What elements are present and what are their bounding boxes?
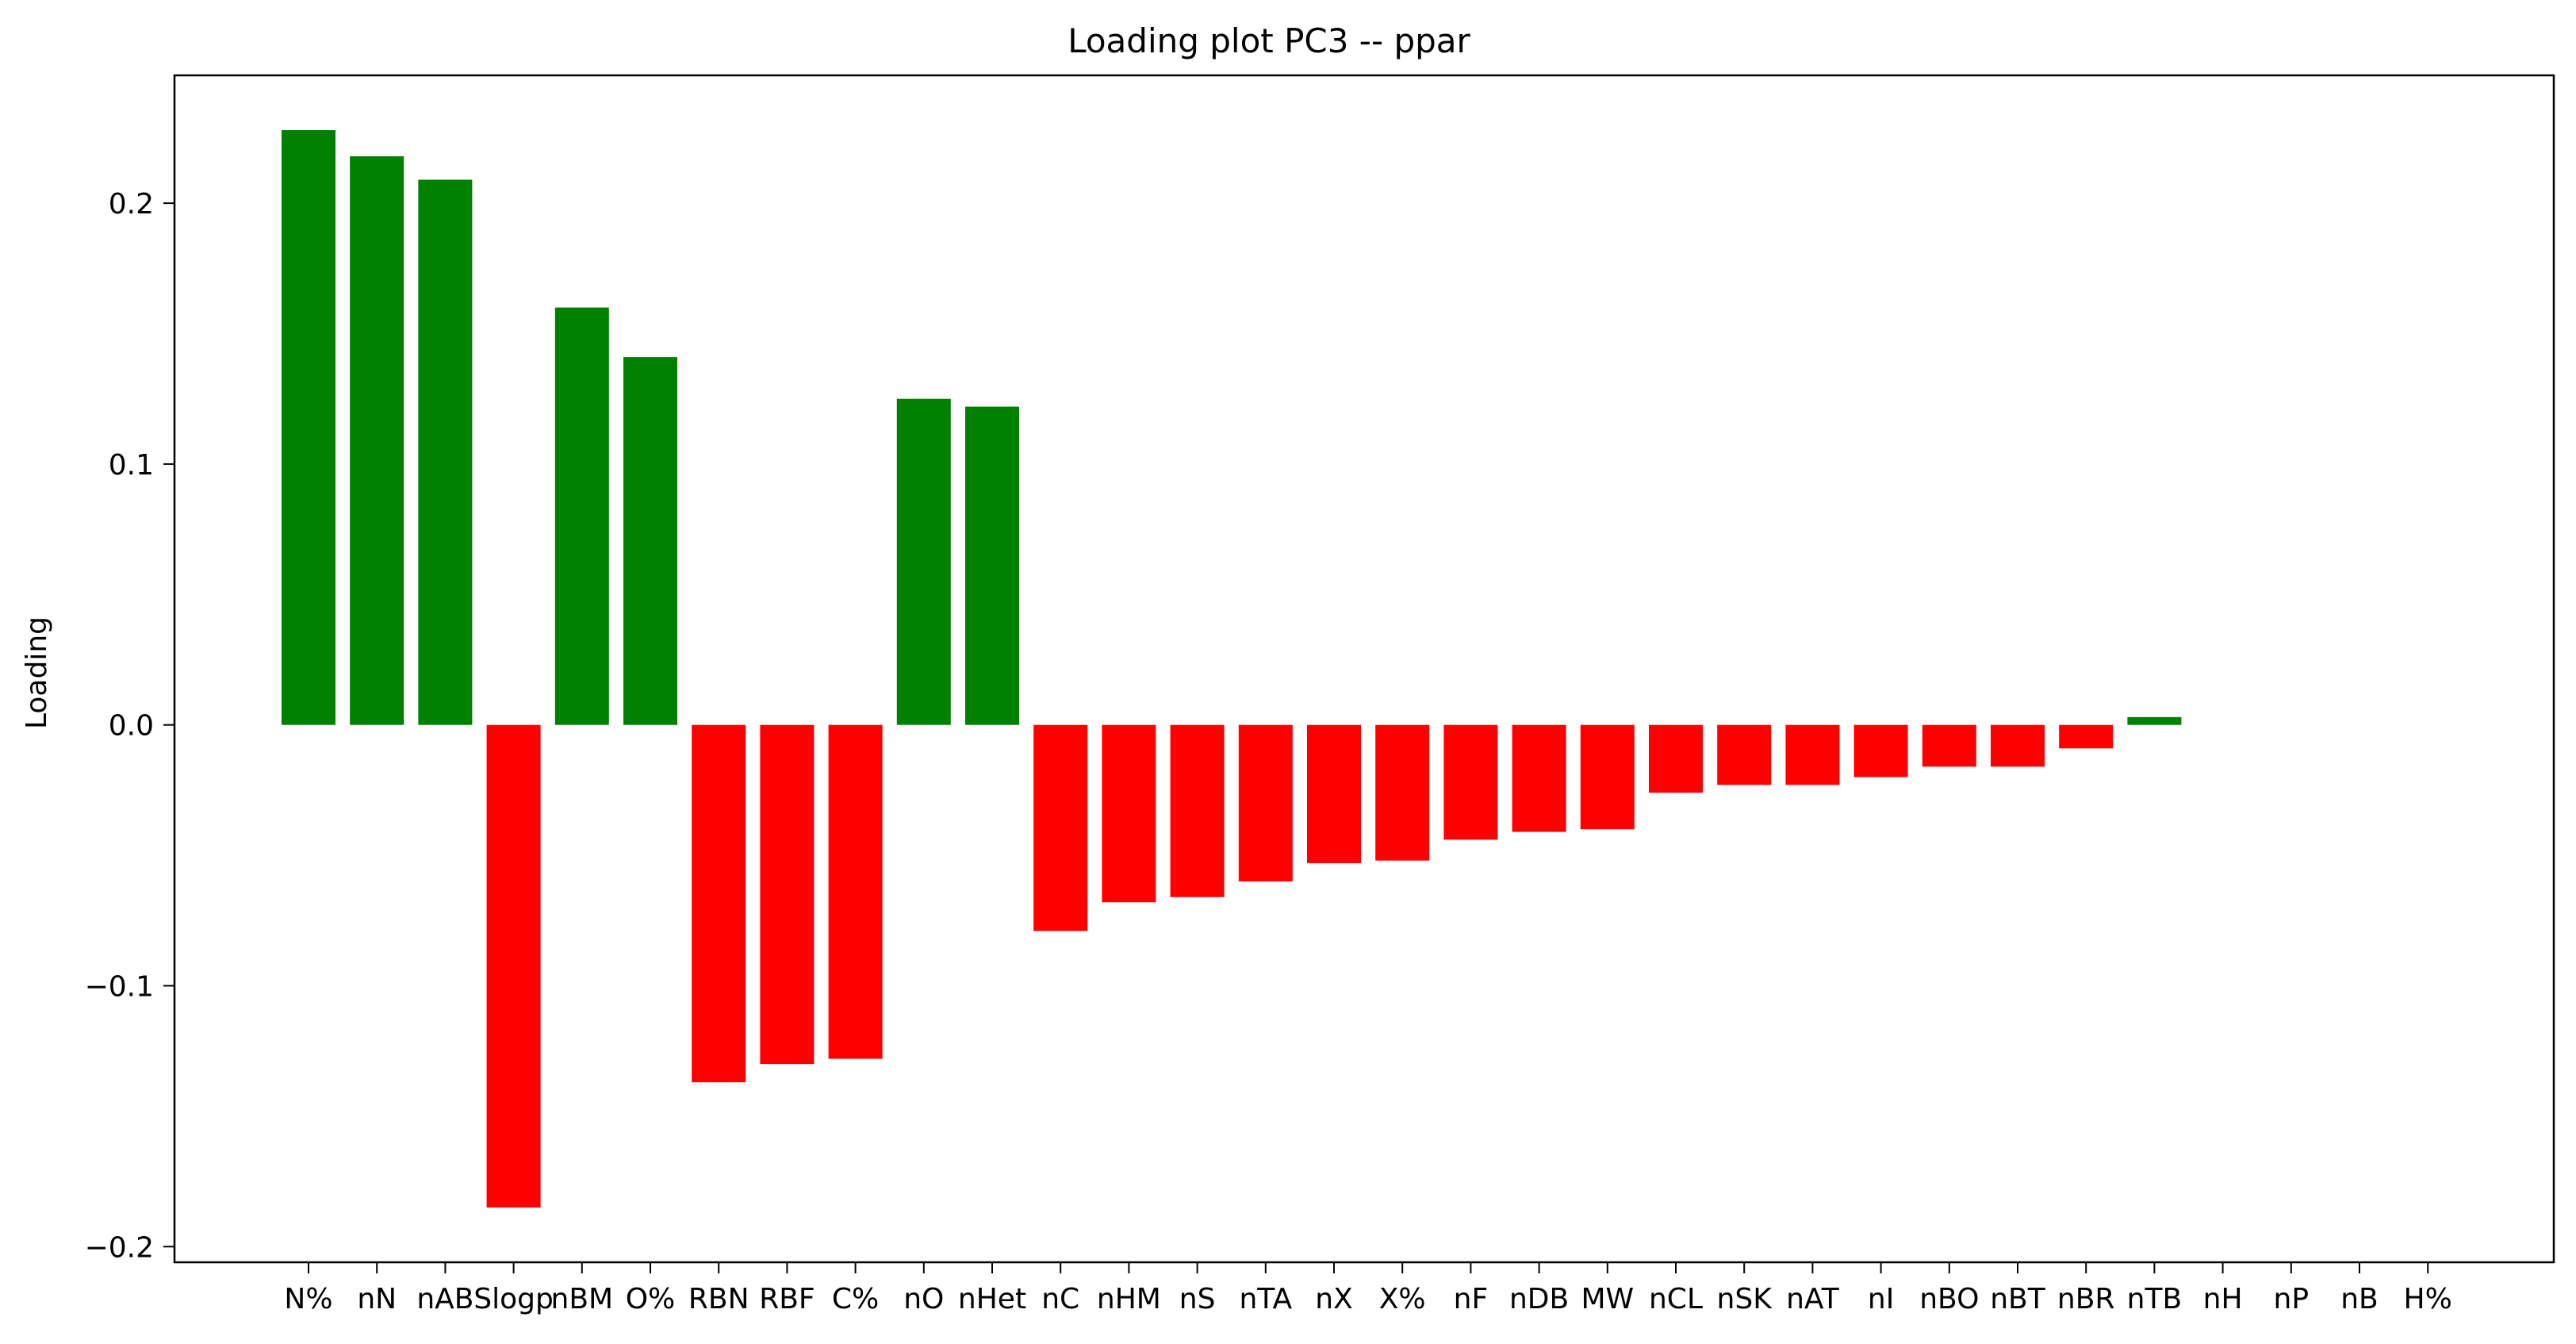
bar-o-pct — [623, 357, 677, 725]
x-tick-label-nhm: nHM — [1097, 1283, 1161, 1315]
bar-slogp — [486, 724, 541, 1208]
x-tick-label-nbm: nBM — [551, 1283, 614, 1315]
x-tick-label-nb: nB — [2340, 1283, 2379, 1315]
bar-x-pct — [1375, 724, 1430, 861]
x-tick-label-nx: nX — [1315, 1283, 1352, 1315]
bar-nbo — [1922, 724, 1976, 767]
x-tick-label-slogp: Slogp — [473, 1283, 554, 1315]
x-tick-label-np: nP — [2274, 1283, 2310, 1315]
bar-ndb — [1512, 724, 1566, 832]
x-tick-label-nn: nN — [357, 1283, 397, 1315]
bar-nhet — [965, 406, 1019, 725]
bar-nbm — [554, 307, 609, 725]
bar-mw — [1580, 724, 1635, 830]
y-tick-label: 0.1 — [109, 449, 154, 482]
y-axis-ticks: 0.2 0.1 0.0 −0.1 −0.2 — [85, 188, 174, 1264]
bar-no — [896, 398, 951, 725]
x-tick-label-nta: nTA — [1239, 1283, 1292, 1315]
x-tick-label-mw: MW — [1581, 1283, 1634, 1315]
x-tick-label-nc: nC — [1041, 1283, 1079, 1315]
x-tick-label-nsk: nSK — [1717, 1283, 1773, 1315]
x-tick-label-ns: nS — [1179, 1283, 1216, 1315]
bar-c-pct — [828, 724, 883, 1059]
y-tick-label: −0.1 — [85, 970, 154, 1003]
bar-nab — [418, 179, 473, 725]
x-tick-label-ndb: nDB — [1509, 1283, 1569, 1315]
bar-ncl — [1649, 724, 1703, 793]
x-tick-label-x-pct: X% — [1379, 1283, 1426, 1315]
x-tick-label-ncl: nCL — [1649, 1283, 1703, 1315]
bar-nat — [1785, 724, 1840, 785]
x-tick-label-nbo: nBO — [1919, 1283, 1979, 1315]
bar-nf — [1443, 724, 1498, 840]
x-tick-label-ni: nI — [1868, 1283, 1894, 1315]
bar-nc — [1033, 724, 1088, 931]
bar-nx — [1307, 724, 1361, 863]
bar-ntb — [2127, 716, 2182, 725]
bar-nn — [350, 156, 404, 725]
x-tick-label-c-pct: C% — [832, 1283, 879, 1315]
bar-nhm — [1102, 724, 1156, 903]
x-tick-label-nh: nH — [2203, 1283, 2243, 1315]
bar-ni — [1853, 724, 1908, 778]
x-tick-label-nf: nF — [1454, 1283, 1489, 1315]
bars-group — [282, 130, 2182, 1208]
y-tick-label: 0.0 — [109, 710, 154, 743]
bar-n-pct — [282, 130, 335, 725]
x-tick-label-o-pct: O% — [626, 1283, 676, 1315]
x-tick-label-n-pct: N% — [284, 1283, 332, 1315]
x-tick-label-nbt: nBT — [1990, 1283, 2046, 1315]
chart-title: Loading plot PC3 -- ppar — [1068, 21, 1470, 60]
y-axis-label: Loading — [21, 616, 53, 729]
plot-area-frame — [173, 74, 2555, 1264]
bar-rbf — [760, 724, 815, 1065]
x-tick-label-no: nO — [903, 1283, 944, 1315]
x-tick-label-nat: nAT — [1786, 1283, 1840, 1315]
bar-nbt — [1991, 724, 2045, 767]
bar-nsk — [1717, 724, 1772, 785]
x-tick-label-nab: nAB — [416, 1283, 473, 1315]
x-tick-label-nhet: nHet — [958, 1283, 1026, 1315]
x-tick-label-rbf: RBF — [759, 1283, 815, 1315]
x-tick-label-nbr: nBR — [2057, 1283, 2115, 1315]
x-tick-label-rbn: RBN — [688, 1283, 749, 1315]
y-tick-label: 0.2 — [109, 188, 154, 221]
y-tick-label: −0.2 — [85, 1231, 154, 1264]
bar-nbr — [2059, 724, 2114, 749]
x-tick-label-h-pct: H% — [2404, 1283, 2452, 1315]
x-tick-label-ntb: nTB — [2127, 1283, 2183, 1315]
bar-nta — [1238, 724, 1293, 881]
bar-rbn — [692, 724, 746, 1083]
bar-ns — [1170, 724, 1225, 897]
